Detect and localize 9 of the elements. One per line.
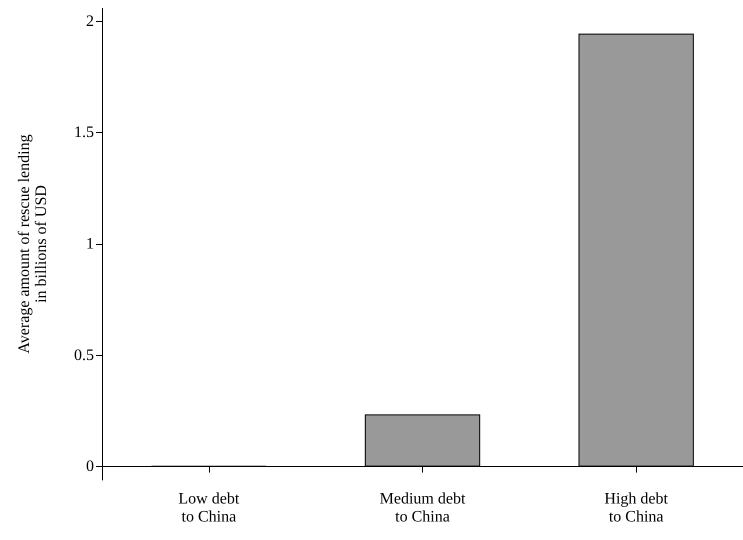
y-axis-title: Average amount of rescue lending in billions of USD xyxy=(16,134,50,354)
y-tick-label: 2 xyxy=(86,12,94,30)
x-tick-label: High debt to China xyxy=(604,490,668,526)
y-tick-label: 1 xyxy=(86,236,94,252)
x-tick-label: Medium debt to China xyxy=(380,490,466,526)
x-tick-label: Low debt to China xyxy=(178,490,240,526)
y-tick-label: 1.5 xyxy=(74,124,94,142)
y-tick-label: 0.5 xyxy=(74,346,94,364)
y-tick-label: 0 xyxy=(86,458,94,476)
